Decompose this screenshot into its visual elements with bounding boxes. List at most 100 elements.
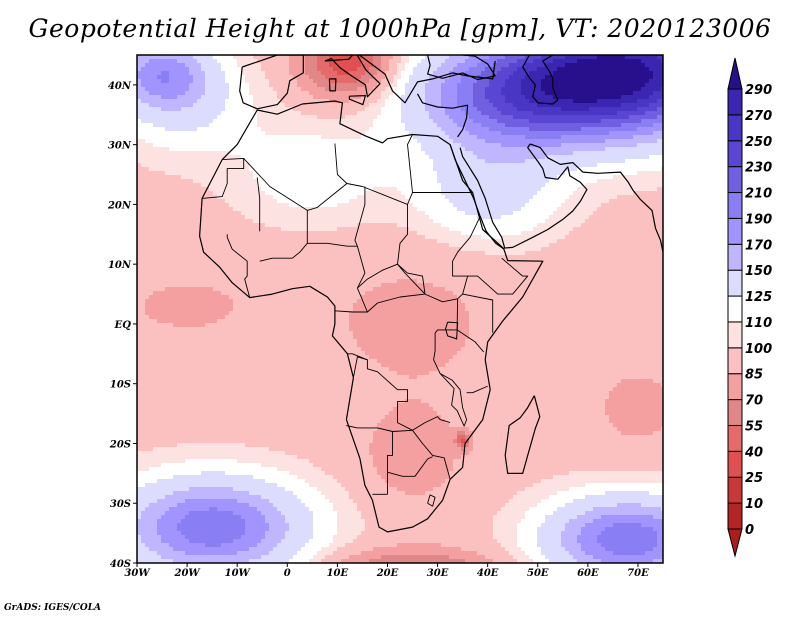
iberia-coastline bbox=[239, 55, 304, 110]
y-tick-label: 40N bbox=[108, 81, 132, 92]
y-tick-label: 40S bbox=[110, 559, 131, 570]
colorbar-extend-max bbox=[727, 57, 743, 90]
colorbar-box bbox=[727, 347, 743, 375]
country-border bbox=[427, 494, 436, 507]
colorbar-label: 230 bbox=[745, 161, 772, 176]
colorbar-box bbox=[727, 140, 743, 168]
colorbar-box bbox=[727, 295, 743, 323]
country-border bbox=[433, 332, 468, 427]
colorbar-label: 40 bbox=[744, 445, 763, 460]
y-tick-label: 20S bbox=[109, 439, 131, 450]
colorbar-box bbox=[727, 321, 743, 349]
x-tick-label: 0 bbox=[284, 568, 291, 579]
country-border bbox=[466, 385, 488, 394]
colorbar-extend-min bbox=[727, 528, 743, 558]
x-tick-label: 30E bbox=[427, 568, 449, 579]
colorbar-label: 10 bbox=[745, 497, 763, 512]
colorbar-box bbox=[727, 166, 743, 194]
country-border bbox=[467, 257, 529, 295]
colorbar-box bbox=[727, 502, 743, 530]
colorbar-label: 125 bbox=[745, 290, 772, 305]
map-frame bbox=[136, 54, 664, 564]
x-tick-label: 10W bbox=[225, 568, 252, 579]
y-tick-label: 30N bbox=[108, 141, 132, 152]
x-tick-label: 40E bbox=[477, 568, 499, 579]
y-tick-label: 10N bbox=[108, 260, 132, 271]
colorbar: 0 10 25 40 55 70 85 100 110 125 150 170 190 210 230 250… bbox=[727, 57, 772, 558]
country-border bbox=[357, 263, 398, 289]
height-field bbox=[137, 55, 663, 563]
country-border bbox=[226, 234, 251, 298]
country-border bbox=[256, 177, 261, 232]
coastlines-and-borders bbox=[199, 55, 663, 533]
country-border bbox=[243, 134, 413, 211]
colorbar-label: 270 bbox=[745, 109, 772, 124]
grads-credit: GrADS: IGES/COLA bbox=[4, 603, 102, 613]
x-tick-label: 50E bbox=[527, 568, 549, 579]
colorbar-box bbox=[727, 243, 743, 271]
country-border bbox=[307, 242, 368, 313]
black-sea-coastline bbox=[427, 55, 496, 81]
balkans-turkey-coastline bbox=[358, 55, 496, 104]
sardinia-coastline bbox=[328, 78, 337, 92]
colorbar-label: 25 bbox=[745, 471, 763, 486]
anatolia-south-coastline bbox=[416, 93, 469, 138]
colorbar-box bbox=[727, 476, 743, 504]
africa-coastline bbox=[199, 100, 544, 533]
country-border bbox=[462, 293, 494, 333]
y-tick-label: 30S bbox=[110, 499, 131, 510]
country-border bbox=[334, 143, 348, 184]
colorbar-label: 210 bbox=[745, 187, 772, 202]
country-border bbox=[387, 431, 393, 473]
chart-title: Geopotential Height at 1000hPa [gpm], VT… bbox=[28, 14, 772, 43]
colorbar-label: 250 bbox=[745, 135, 772, 150]
x-tick-label: 70E bbox=[627, 568, 649, 579]
caspian-coastline bbox=[522, 55, 559, 105]
colorbar-label: 190 bbox=[745, 212, 772, 227]
y-axis: 40N 30N 20N 10N EQ 10S 20S 30S 40S bbox=[107, 81, 137, 570]
colorbar-label: 290 bbox=[745, 83, 772, 98]
country-border bbox=[387, 456, 433, 477]
arabia-coastline bbox=[459, 143, 588, 249]
country-border bbox=[397, 263, 426, 295]
x-tick-label: 20W bbox=[174, 568, 202, 579]
colorbar-label: 70 bbox=[745, 394, 763, 409]
colorbar-label: 150 bbox=[745, 264, 772, 279]
country-border bbox=[202, 157, 245, 199]
colorbar-box bbox=[727, 373, 743, 401]
y-tick-label: 10S bbox=[110, 380, 131, 391]
x-axis: 30W 20W 10W 0 10E 20E 30E 40E 50E 60E 70E bbox=[124, 563, 649, 579]
red-sea-west-coastline bbox=[449, 144, 505, 250]
colorbar-box bbox=[727, 269, 743, 297]
colorbar-box bbox=[727, 192, 743, 219]
colorbar-box bbox=[727, 88, 743, 116]
colorbar-label: 110 bbox=[745, 316, 772, 331]
madagascar-coastline bbox=[504, 395, 541, 474]
x-tick-label: 20E bbox=[376, 568, 399, 579]
y-tick-label: 20N bbox=[107, 200, 132, 211]
country-border bbox=[367, 293, 426, 313]
iran-pakistan-coastline bbox=[529, 143, 662, 241]
italy-coastline bbox=[324, 55, 381, 98]
x-tick-label: 30W bbox=[124, 568, 151, 579]
colorbar-box bbox=[727, 450, 743, 478]
colorbar-box bbox=[727, 217, 743, 245]
country-border bbox=[352, 356, 368, 378]
colorbar-label: 85 bbox=[745, 368, 763, 383]
country-border bbox=[354, 186, 366, 247]
colorbar-box bbox=[727, 114, 743, 142]
colorbar-label: 170 bbox=[745, 238, 772, 253]
x-tick-label: 60E bbox=[577, 568, 599, 579]
colorbar-label: 55 bbox=[745, 419, 763, 434]
sicily-coastline bbox=[348, 94, 366, 106]
colorbar-box bbox=[727, 399, 743, 426]
colorbar-label: 100 bbox=[745, 342, 772, 357]
india-west-coastline bbox=[659, 240, 663, 255]
lake-victoria-outline bbox=[445, 321, 459, 340]
x-tick-label: 10E bbox=[327, 568, 349, 579]
colorbar-box bbox=[727, 424, 743, 452]
country-border bbox=[412, 430, 451, 480]
colorbar-label: 0 bbox=[745, 523, 754, 538]
country-border bbox=[347, 353, 413, 431]
